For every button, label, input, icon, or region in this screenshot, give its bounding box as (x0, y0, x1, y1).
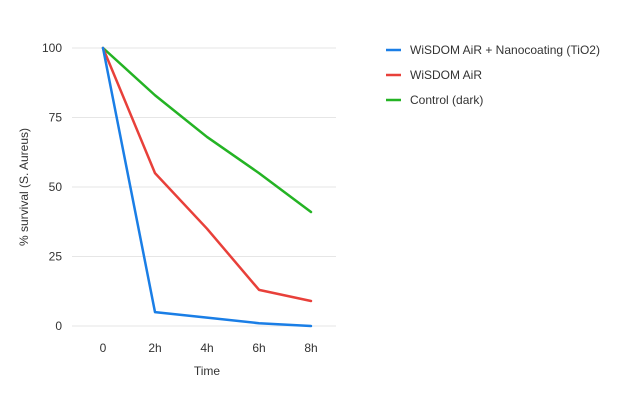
x-tick-label-2h: 2h (148, 341, 161, 355)
legend-label-1: WiSDOM AiR (410, 68, 482, 82)
series-lines (101, 46, 313, 328)
legend-label-0: WiSDOM AiR + Nanocoating (TiO2) (410, 43, 600, 57)
x-tick-label-0: 0 (100, 341, 107, 355)
y-tick-label-25: 25 (49, 250, 63, 264)
y-tick-label-100: 100 (42, 41, 62, 55)
x-tick-label-4h: 4h (200, 341, 213, 355)
y-tick-label-50: 50 (49, 180, 63, 194)
y-tick-label-0: 0 (55, 319, 62, 333)
legend: WiSDOM AiR + Nanocoating (TiO2) WiSDOM Ai… (386, 43, 600, 107)
x-tick-label-6h: 6h (252, 341, 265, 355)
x-tick-label-8h: 8h (304, 341, 317, 355)
y-tick-label-75: 75 (49, 111, 63, 125)
x-axis-ticks: 0 2h 4h 6h 8h (100, 341, 318, 355)
legend-label-2: Control (dark) (410, 93, 483, 107)
x-axis-title: Time (194, 364, 221, 378)
y-axis-ticks: 0 25 50 75 100 (42, 41, 62, 333)
y-axis-title: % survival (S. Aureus) (17, 128, 31, 246)
series-line-1 (101, 46, 313, 303)
